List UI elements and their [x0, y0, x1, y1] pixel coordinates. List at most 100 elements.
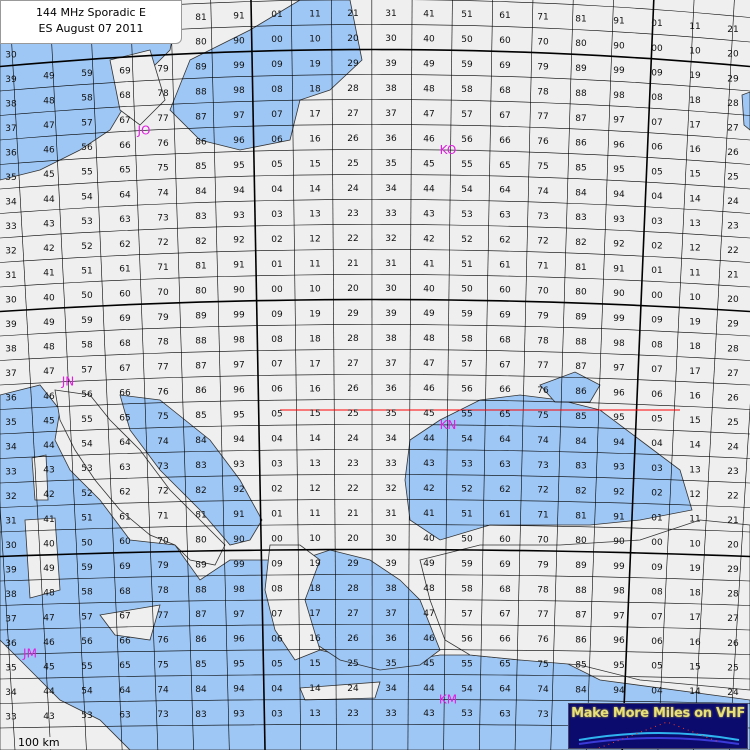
- locator-square-label: 13: [309, 709, 320, 719]
- locator-square-label: 59: [461, 559, 473, 569]
- locator-square-label: 81: [575, 263, 586, 273]
- locator-square-label: 76: [537, 635, 549, 645]
- grid-parallel-line: [0, 449, 750, 459]
- locator-square-label: 36: [385, 634, 397, 644]
- locator-square-label: 24: [347, 434, 359, 444]
- locator-square-label: 25: [727, 663, 738, 673]
- locator-square-label: 29: [347, 309, 359, 319]
- locator-square-label: 97: [613, 611, 624, 621]
- locator-square-label: 85: [195, 411, 206, 421]
- locator-square-label: 33: [385, 209, 396, 219]
- field-parallel-line: [0, 48, 750, 68]
- locator-square-label: 04: [651, 192, 663, 202]
- locator-square-label: 82: [575, 238, 586, 248]
- locator-square-label: 73: [537, 461, 548, 471]
- locator-square-label: 77: [537, 361, 548, 371]
- locator-square-label: 44: [43, 687, 55, 697]
- locator-square-label: 69: [499, 560, 511, 570]
- locator-square-label: 17: [689, 367, 700, 377]
- locator-square-label: 47: [43, 367, 54, 377]
- locator-square-label: 37: [385, 359, 396, 369]
- locator-square-label: 77: [157, 362, 168, 372]
- locator-square-label: 38: [385, 84, 397, 94]
- locator-square-label: 87: [575, 611, 586, 621]
- locator-square-label: 21: [347, 509, 358, 519]
- locator-square-label: 35: [385, 409, 396, 419]
- locator-square-label: 29: [347, 559, 359, 569]
- locator-square-label: 55: [81, 415, 92, 425]
- locator-square-label: 78: [537, 336, 549, 346]
- locator-square-label: 68: [499, 335, 511, 345]
- locator-square-label: 90: [613, 537, 625, 547]
- locator-square-label: 34: [385, 684, 397, 694]
- locator-square-label: 48: [43, 589, 55, 599]
- locator-square-label: 24: [727, 442, 739, 452]
- grid-parallel-line: [0, 174, 750, 190]
- black-sea: [404, 394, 693, 541]
- locator-square-label: 92: [613, 488, 624, 498]
- locator-square-label: 14: [689, 687, 701, 697]
- locator-square-label: 46: [423, 634, 435, 644]
- locator-square-label: 80: [195, 38, 207, 48]
- locator-square-label: 04: [651, 439, 663, 449]
- locator-square-label: 99: [233, 311, 245, 321]
- locator-square-label: 59: [81, 316, 93, 326]
- locator-square-label: 39: [385, 59, 397, 69]
- locator-square-label: 83: [575, 462, 586, 472]
- locator-square-label: 63: [499, 460, 510, 470]
- locator-square-label: 70: [537, 536, 549, 546]
- locator-square-label: 50: [81, 291, 93, 301]
- locator-square-label: 67: [119, 116, 130, 126]
- field-parallel-line: [0, 548, 750, 558]
- locator-square-label: 73: [157, 213, 168, 223]
- locator-square-label: 95: [233, 410, 244, 420]
- turkey: [419, 519, 750, 691]
- locator-square-label: 89: [195, 312, 207, 322]
- locator-square-label: 91: [233, 11, 244, 21]
- locator-square-label: 87: [575, 114, 586, 124]
- grid-parallel-line: [0, 399, 750, 410]
- grid-parallel-line: [0, 349, 750, 361]
- locator-square-label: 80: [195, 536, 207, 546]
- locator-square-label: 68: [499, 585, 511, 595]
- locator-square-label: 87: [575, 362, 586, 372]
- locator-square-label: 64: [499, 186, 511, 196]
- locator-square-label: 93: [233, 211, 244, 221]
- locator-square-label: 47: [43, 613, 54, 623]
- locator-square-label: 87: [195, 610, 206, 620]
- locator-square-label: 00: [271, 35, 283, 45]
- locator-square-label: 72: [157, 487, 168, 497]
- locator-square-label: 20: [727, 295, 739, 305]
- locator-square-label: 20: [727, 50, 739, 60]
- locator-square-label: 43: [43, 466, 54, 476]
- locator-square-label: 09: [651, 316, 663, 326]
- field-labels: JO KO JN KN JM KM: [22, 123, 457, 706]
- locator-square-label: 14: [689, 194, 701, 204]
- locator-square-label: 45: [423, 409, 434, 419]
- locator-square-label: 76: [537, 137, 549, 147]
- logo-horizon-graphic: [578, 721, 740, 748]
- grid-parallel-line: [0, 424, 750, 435]
- baltic-sea: [169, 0, 363, 151]
- locator-square-label: 23: [347, 709, 358, 719]
- locator-square-label: 92: [233, 236, 244, 246]
- grid-parallel-line: [0, 249, 750, 263]
- field-label-kn: KN: [440, 418, 457, 432]
- locator-square-label: 10: [689, 293, 701, 303]
- locator-square-label: 36: [385, 384, 397, 394]
- locator-square-label: 42: [43, 490, 54, 500]
- locator-square-label: 68: [119, 587, 131, 597]
- locator-square-label: 46: [43, 638, 55, 648]
- locator-square-label: 19: [309, 559, 321, 569]
- locator-square-label: 93: [613, 463, 624, 473]
- locator-square-label: 57: [81, 365, 92, 375]
- locator-square-label: 07: [271, 360, 282, 370]
- locator-square-label: 27: [347, 359, 358, 369]
- locator-square-label: 96: [233, 136, 245, 146]
- locator-square-label: 83: [195, 212, 206, 222]
- locator-square-label: 81: [195, 511, 206, 521]
- locator-square-label: 12: [309, 234, 320, 244]
- locator-square-label: 93: [233, 710, 244, 720]
- locator-square-label: 91: [233, 261, 244, 271]
- locator-square-label: 53: [461, 210, 472, 220]
